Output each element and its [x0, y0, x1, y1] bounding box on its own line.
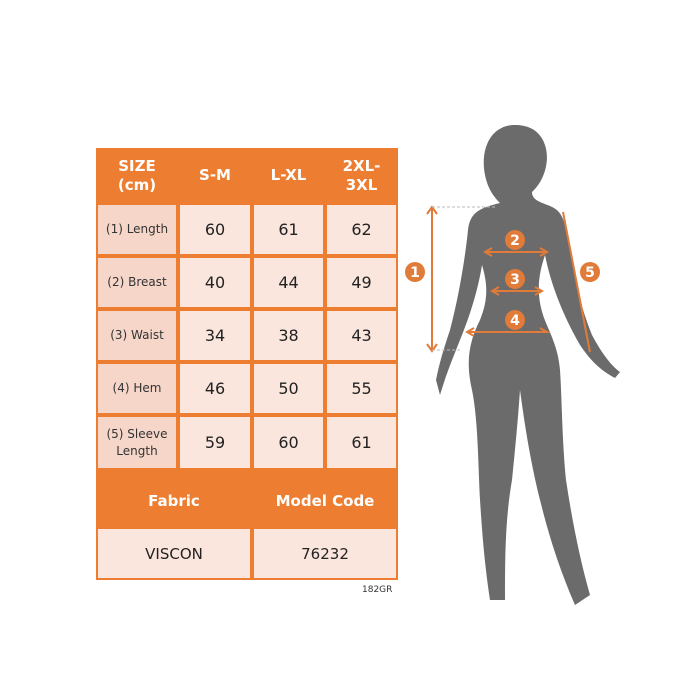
- table-row: (4) Hem 46 50 55: [96, 362, 398, 415]
- row-value: 61: [252, 203, 325, 256]
- row-value: 43: [325, 309, 398, 362]
- row-label: (5) Sleeve Length: [96, 415, 178, 470]
- row-value: 49: [325, 256, 398, 309]
- model-code-header: Model Code: [252, 475, 398, 527]
- row-value: 62: [325, 203, 398, 256]
- row-label: (1) Length: [96, 203, 178, 256]
- marker-number: 2: [510, 233, 520, 249]
- row-label: (3) Waist: [96, 309, 178, 362]
- row-label: (4) Hem: [96, 362, 178, 415]
- header-size: SIZE (cm): [96, 148, 178, 203]
- silhouette: [436, 125, 620, 605]
- fabric-value: VISCON: [96, 527, 252, 580]
- row-value: 34: [178, 309, 252, 362]
- size-chart-table: SIZE (cm) S-M L-XL 2XL- 3XL (1) Length 60…: [96, 148, 398, 580]
- row-value: 60: [252, 415, 325, 470]
- table-row: (1) Length 60 61 62: [96, 203, 398, 256]
- marker-circle: [505, 269, 525, 289]
- marker-number: 4: [510, 313, 520, 329]
- table-row: (2) Breast 40 44 49: [96, 256, 398, 309]
- row-value: 60: [178, 203, 252, 256]
- marker-number: 5: [585, 265, 595, 281]
- table-row: (3) Waist 34 38 43: [96, 309, 398, 362]
- row-value: 61: [325, 415, 398, 470]
- table-row: (5) Sleeve Length 59 60 61: [96, 415, 398, 470]
- header-text: 2XL- 3XL: [342, 156, 381, 194]
- row-value: 40: [178, 256, 252, 309]
- marker-circle: [580, 262, 600, 282]
- product-code: 182GR: [362, 585, 393, 595]
- fabric-header-row: Fabric Model Code: [96, 475, 398, 527]
- header-2xl-3xl: 2XL- 3XL: [325, 148, 398, 203]
- row-label: (2) Breast: [96, 256, 178, 309]
- row-value: 46: [178, 362, 252, 415]
- header-row: SIZE (cm) S-M L-XL 2XL- 3XL: [96, 148, 398, 203]
- row-value: 44: [252, 256, 325, 309]
- row-value: 50: [252, 362, 325, 415]
- marker-circle: [505, 310, 525, 330]
- marker-circle: [405, 262, 425, 282]
- marker-number: 3: [510, 272, 520, 288]
- fabric-row: VISCON 76232: [96, 527, 398, 580]
- model-code-value: 76232: [252, 527, 398, 580]
- row-value: 55: [325, 362, 398, 415]
- marker-number: 1: [410, 265, 420, 281]
- fabric-header: Fabric: [96, 475, 252, 527]
- row-value: 59: [178, 415, 252, 470]
- marker-circle: [505, 230, 525, 250]
- header-l-xl: L-XL: [252, 148, 325, 203]
- header-text: SIZE (cm): [117, 156, 157, 194]
- header-s-m: S-M: [178, 148, 252, 203]
- row-value: 38: [252, 309, 325, 362]
